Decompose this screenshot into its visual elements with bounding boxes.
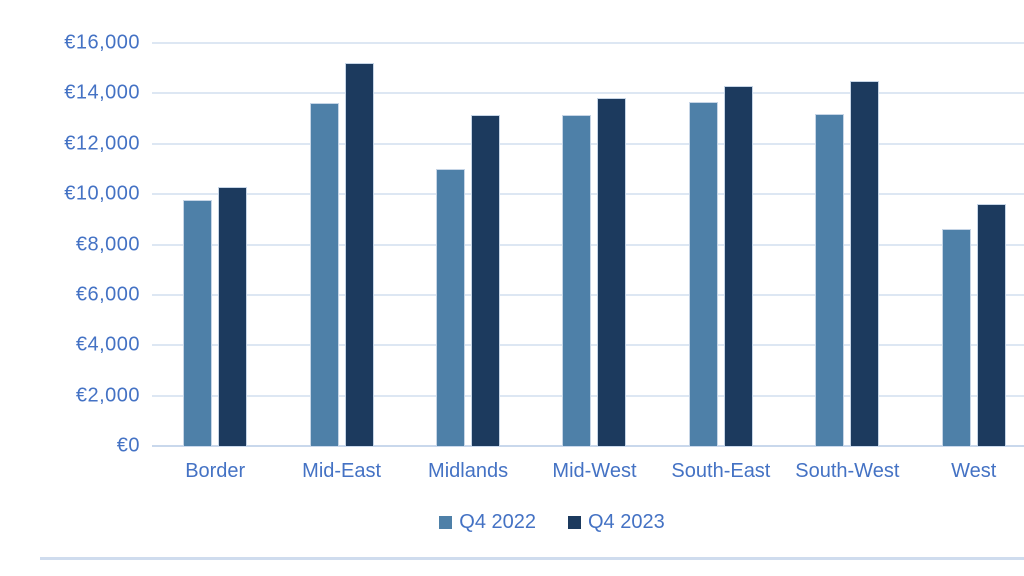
bar-q4-2023-west (976, 204, 1006, 446)
x-axis-category-label: Mid-West (552, 460, 637, 482)
legend-item-q4-2023: Q4 2023 (568, 511, 665, 534)
legend-swatch-q4-2022-icon (439, 516, 453, 529)
legend: Q4 2022 Q4 2023 (40, 511, 1024, 534)
y-axis-tick-label: €6,000 (75, 283, 140, 306)
gridline (152, 42, 1024, 44)
y-axis-tick-label: €4,000 (75, 333, 140, 356)
x-axis-line (152, 445, 1024, 447)
legend-label-q4-2022: Q4 2022 (459, 511, 536, 533)
bar-q4-2023-south-west (850, 80, 880, 446)
y-axis-tick-label: €2,000 (75, 384, 140, 407)
bar-q4-2022-midlands (436, 168, 466, 446)
bar-group-midlands (405, 43, 531, 446)
x-axis-category-label: Border (185, 460, 246, 482)
y-axis-tick-label: €16,000 (64, 31, 140, 54)
bar-q4-2022-west (941, 229, 971, 446)
y-axis-tick-label: €12,000 (64, 132, 140, 155)
bar-q4-2022-border (183, 200, 213, 446)
bar-group-border (152, 43, 278, 446)
bar-group-west (911, 43, 1024, 446)
legend-swatch-q4-2023-icon (568, 516, 581, 529)
bar-q4-2023-midlands (471, 114, 501, 446)
bar-chart: €0 €2,000 €4,000 €6,000 €8,000 €10,000 €12,000… (40, 16, 1024, 560)
legend-label-q4-2023: Q4 2023 (588, 511, 665, 533)
bar-q4-2023-mid-east (344, 63, 374, 446)
y-axis: €0 €2,000 €4,000 €6,000 €8,000 €10,000 €12,000… (40, 32, 140, 457)
y-axis-tick-label: €0 (116, 434, 140, 457)
bar-group-south-east (658, 43, 784, 446)
bar-q4-2022-south-east (688, 102, 718, 446)
bar-group-south-west (784, 43, 910, 446)
bar-q4-2023-border (218, 186, 248, 446)
bar-q4-2022-mid-east (309, 103, 339, 446)
bar-q4-2023-mid-west (597, 98, 627, 446)
x-axis-category-label: South-West (795, 460, 900, 482)
x-axis-category-label: Mid-East (302, 460, 382, 482)
bars-layer (152, 43, 1024, 446)
x-axis-category-label: West (951, 460, 997, 482)
bottom-edge-line (40, 557, 1024, 560)
gridline (152, 92, 1024, 95)
bar-q4-2022-mid-west (562, 114, 592, 446)
plot-area (152, 42, 1024, 447)
bar-q4-2022-south-west (815, 113, 845, 446)
x-axis: Border Mid-East Midlands Mid-West South-East… (152, 460, 1024, 483)
legend-item-q4-2022: Q4 2022 (439, 511, 536, 534)
y-axis-tick-label: €10,000 (64, 182, 140, 205)
y-axis-tick-label: €14,000 (64, 81, 140, 104)
x-axis-category-label: South-East (671, 460, 771, 482)
bar-q4-2023-south-east (723, 85, 753, 446)
bar-group-mid-east (278, 43, 404, 446)
x-axis-category-label: Midlands (428, 460, 509, 482)
bar-group-mid-west (531, 43, 657, 446)
y-axis-tick-label: €8,000 (75, 233, 140, 255)
